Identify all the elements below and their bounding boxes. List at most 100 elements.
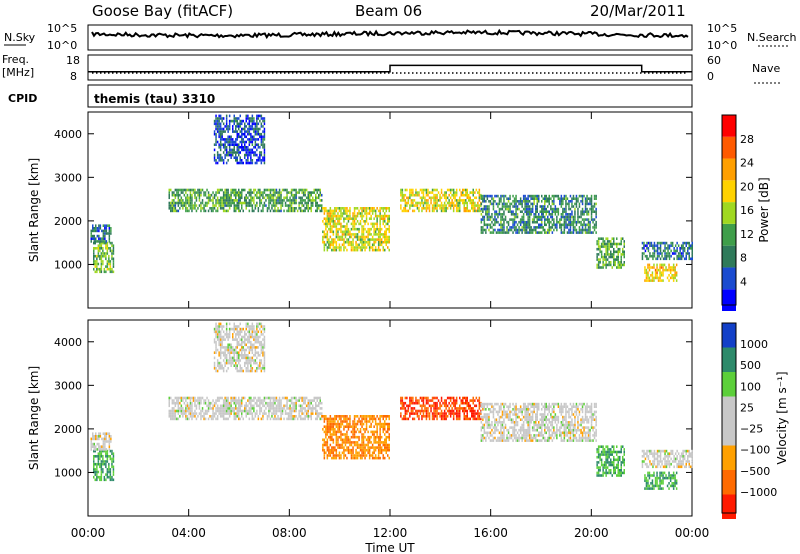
power-cell	[361, 225, 363, 228]
power-cell	[263, 201, 266, 205]
velocity-cell	[340, 422, 342, 426]
velocity-cell	[465, 401, 467, 405]
power-cell	[683, 257, 686, 261]
power-cell	[545, 197, 547, 200]
power-cell	[656, 263, 658, 267]
velocity-cell	[96, 448, 99, 451]
power-cell	[332, 230, 335, 234]
power-cell	[362, 243, 365, 247]
velocity-cell	[323, 454, 326, 457]
velocity-cell	[109, 455, 112, 458]
power-cell	[449, 204, 452, 207]
power-cell	[326, 217, 329, 220]
power-cell	[263, 161, 266, 165]
power-cell	[326, 246, 329, 249]
power-cell	[218, 199, 220, 202]
power-cell	[578, 194, 581, 198]
power-cell	[204, 193, 207, 197]
power-cell	[260, 135, 263, 139]
power-cell	[359, 214, 362, 218]
power-cell	[492, 223, 495, 227]
power-cell	[404, 201, 407, 205]
power-cell	[548, 213, 550, 216]
power-cell	[415, 193, 417, 197]
power-cell	[500, 215, 502, 219]
power-cell	[218, 159, 220, 162]
power-cell	[547, 200, 549, 203]
power-cell	[370, 207, 372, 210]
power-cell	[557, 194, 560, 198]
velocity-cell	[198, 401, 201, 405]
power-cell	[565, 202, 567, 206]
power-cell	[685, 241, 687, 245]
power-cell	[483, 228, 486, 232]
power-cell	[109, 260, 112, 263]
velocity-cell	[494, 423, 496, 427]
power-cell	[239, 114, 241, 118]
power-cell	[620, 261, 622, 264]
velocity-cell	[480, 434, 483, 437]
velocity-cell	[174, 401, 177, 405]
power-cell	[212, 196, 214, 200]
velocity-cell	[404, 412, 407, 415]
velocity-cell	[388, 443, 390, 447]
power-cell	[244, 122, 246, 126]
power-cell	[94, 254, 96, 258]
power-cell	[451, 199, 453, 202]
power-cell	[530, 207, 532, 211]
velocity-cell	[277, 409, 279, 413]
power-cell	[236, 161, 238, 165]
power-cell	[451, 188, 453, 192]
power-cell	[659, 263, 661, 267]
velocity-cell	[245, 404, 247, 408]
power-cell	[103, 254, 106, 258]
power-cell	[251, 127, 254, 131]
power-cell	[177, 199, 180, 202]
power-cell	[670, 249, 672, 253]
power-cell	[647, 266, 649, 269]
power-cell	[256, 127, 258, 131]
velocity-cell	[445, 404, 447, 408]
velocity-cell	[335, 454, 338, 457]
power-cell	[651, 279, 654, 282]
power-cell	[195, 204, 198, 207]
power-cell	[213, 204, 216, 207]
power-cell	[238, 161, 240, 165]
power-cell	[463, 209, 465, 213]
velocity-cell	[410, 401, 413, 405]
power-cell	[428, 204, 431, 207]
power-cell	[593, 202, 596, 206]
velocity-cell	[248, 412, 251, 415]
power-cell	[245, 135, 247, 139]
power-cell	[617, 253, 619, 256]
power-cell	[647, 279, 649, 282]
velocity-cell	[168, 396, 170, 400]
velocity-cell	[188, 407, 190, 410]
velocity-cell	[185, 409, 187, 413]
power-cell	[515, 200, 517, 203]
velocity-cell	[341, 443, 344, 447]
velocity-cell	[361, 433, 363, 436]
power-cell	[289, 201, 291, 205]
power-cell	[597, 247, 600, 251]
power-cell	[572, 215, 575, 219]
velocity-cell	[463, 417, 465, 421]
power-cell	[216, 207, 219, 210]
power-cell	[597, 261, 600, 264]
power-cell	[316, 209, 318, 213]
power-cell	[110, 229, 112, 233]
power-cell	[236, 143, 238, 146]
velocity-cell	[482, 439, 484, 442]
velocity-cell	[353, 417, 356, 421]
velocity-cell	[350, 448, 353, 452]
power-cell	[475, 204, 478, 207]
power-cell	[377, 214, 380, 218]
power-cell	[265, 199, 267, 202]
power-cell	[102, 232, 105, 235]
power-cell	[373, 243, 375, 247]
power-cell	[510, 226, 513, 229]
power-cell	[400, 191, 402, 194]
power-cell	[433, 199, 435, 202]
power-cell	[304, 188, 306, 192]
colorbar-swatch	[722, 223, 736, 246]
